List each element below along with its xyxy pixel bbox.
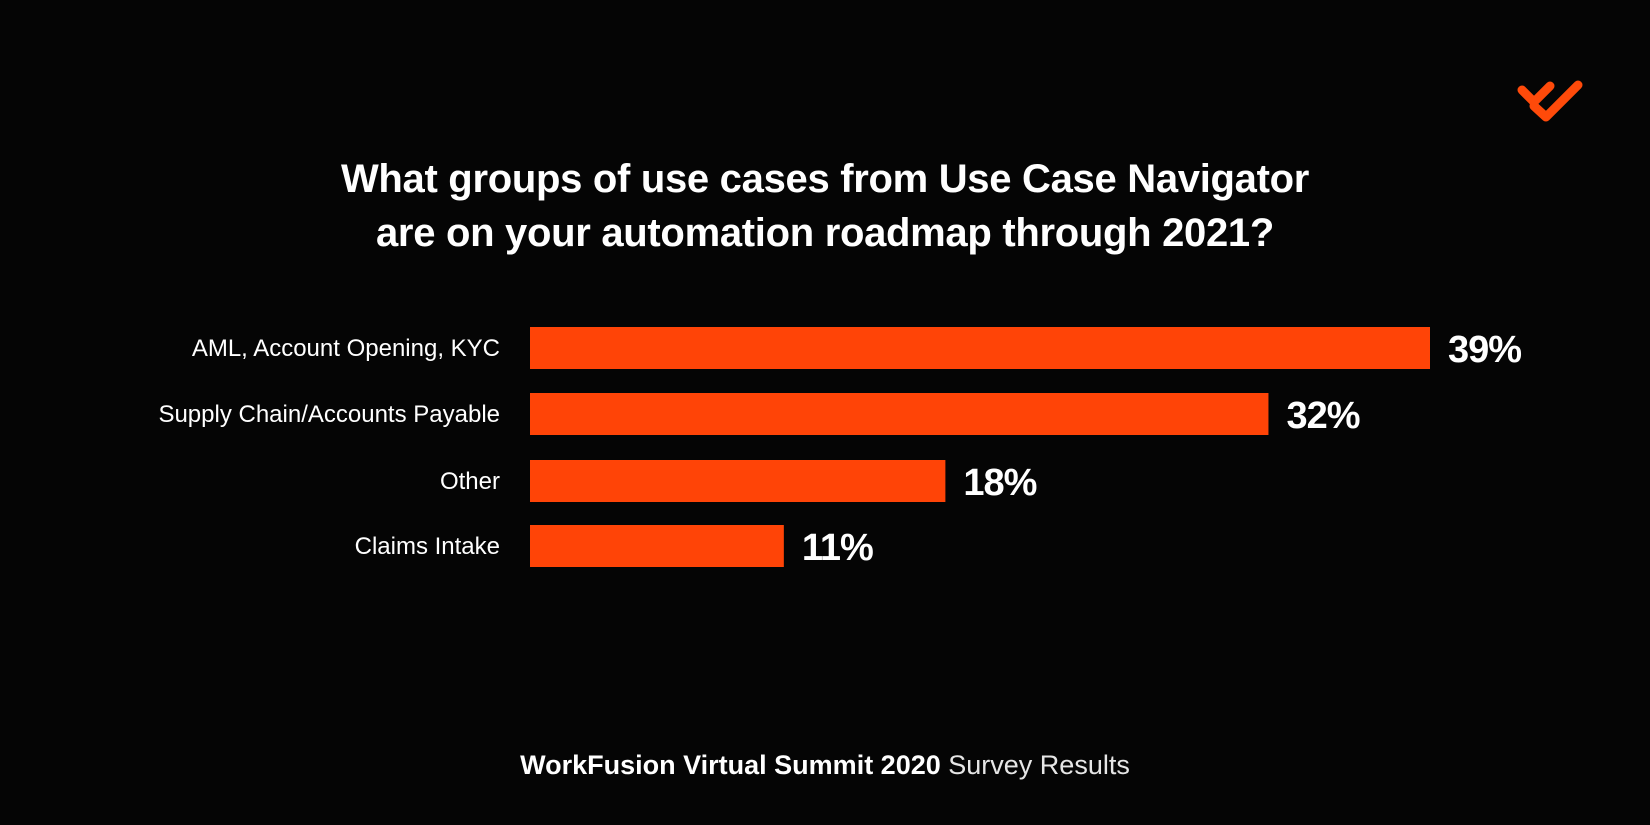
value-label: 39% xyxy=(1448,329,1521,371)
value-label: 32% xyxy=(1286,395,1359,437)
bar xyxy=(530,525,784,567)
bar xyxy=(530,393,1269,435)
chart-title-line-2: are on your automation roadmap through 2… xyxy=(375,211,1275,255)
category-label: Claims Intake xyxy=(355,533,500,560)
bar xyxy=(530,460,946,502)
footer-survey-results: Survey Results xyxy=(948,750,1130,780)
category-label: Other xyxy=(440,468,500,495)
category-label: AML, Account Opening, KYC xyxy=(192,335,500,362)
footer: WorkFusion Virtual Summit 2020 Survey Re… xyxy=(0,748,1650,782)
chart-title: What groups of use cases from Use Case N… xyxy=(0,152,1650,260)
bar xyxy=(530,327,1430,369)
workfusion-logo-icon xyxy=(1517,80,1583,122)
bars-layer: AML, Account Opening, KYC 39% Supply Chain… xyxy=(158,327,1522,569)
category-label: Supply Chain/Accounts Payable xyxy=(158,401,500,428)
value-label: 11% xyxy=(802,527,873,569)
chart-title-line-1: What groups of use cases from Use Case N… xyxy=(340,157,1310,201)
value-label: 18% xyxy=(963,462,1036,504)
footer-event-name: WorkFusion Virtual Summit 2020 xyxy=(520,750,941,780)
